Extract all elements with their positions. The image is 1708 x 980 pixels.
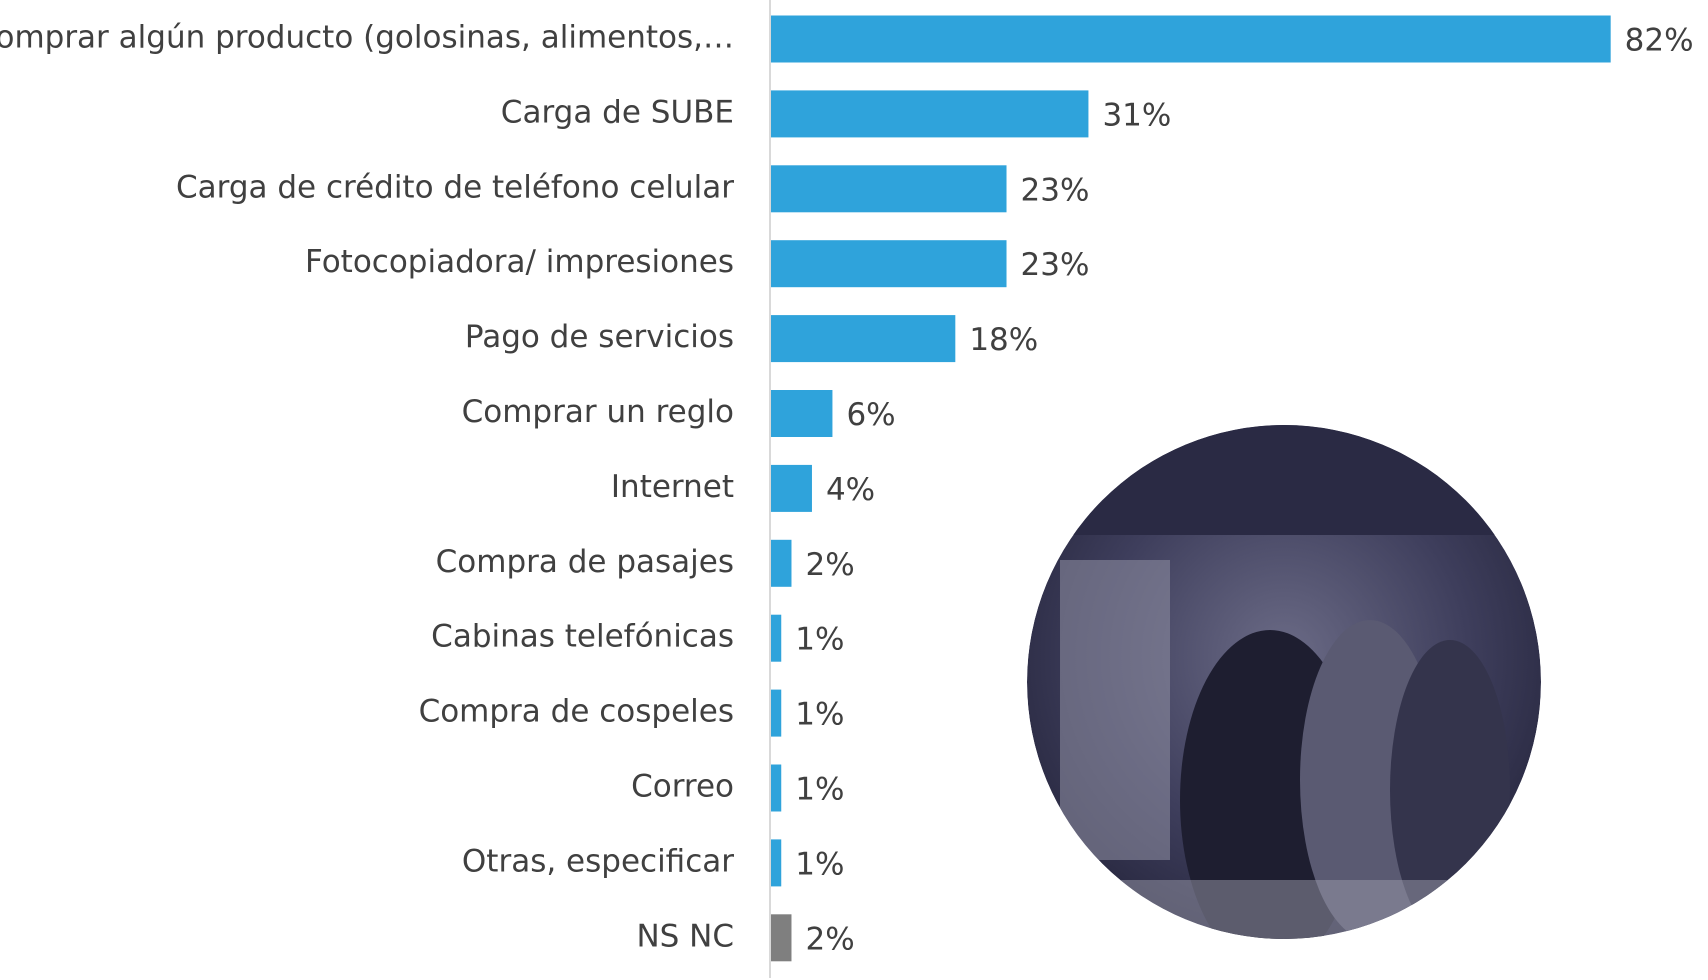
value-label: 1% <box>795 622 844 658</box>
category-label: Comprar un reglo <box>462 394 734 430</box>
category-label: Pago de servicios <box>465 319 734 355</box>
category-label: Fotocopiadora/ impresiones <box>305 244 734 280</box>
value-label: 2% <box>805 547 854 583</box>
bar <box>771 240 1007 287</box>
value-label: 23% <box>1021 247 1090 283</box>
bar <box>771 90 1088 137</box>
bar <box>771 165 1007 212</box>
value-label: 1% <box>795 697 844 733</box>
bar <box>771 465 812 512</box>
value-label: 82% <box>1625 23 1694 59</box>
category-label: Correo <box>631 769 734 805</box>
value-label: 23% <box>1021 172 1090 208</box>
bar <box>771 765 781 812</box>
chart: Comprar algún producto (golosinas, alime… <box>0 0 1708 980</box>
value-label: 31% <box>1102 97 1171 133</box>
value-label: 6% <box>846 397 895 433</box>
category-label: Compra de cospeles <box>419 694 734 730</box>
value-label: 1% <box>795 846 844 882</box>
value-label: 4% <box>826 472 875 508</box>
category-label: Comprar algún producto (golosinas, alime… <box>0 20 734 56</box>
bar <box>771 315 955 362</box>
bar <box>771 839 781 886</box>
bar <box>771 690 781 737</box>
category-label: Carga de SUBE <box>501 94 734 130</box>
value-label: 18% <box>969 322 1038 358</box>
value-label: 1% <box>795 772 844 808</box>
category-label: NS NC <box>636 918 734 954</box>
bar <box>771 615 781 662</box>
bar <box>771 16 1611 63</box>
bar <box>771 914 791 961</box>
category-label: Otras, especificar <box>462 843 734 879</box>
category-label: Cabinas telefónicas <box>431 619 734 655</box>
bar <box>771 390 832 437</box>
category-label: Internet <box>611 469 734 505</box>
category-label: Compra de pasajes <box>436 544 734 580</box>
photo <box>1027 425 1541 970</box>
page: {"chart_data": {"type": "barh", "categor… <box>0 0 1708 980</box>
value-label: 2% <box>805 921 854 957</box>
category-label: Carga de crédito de teléfono celular <box>176 169 734 205</box>
bar <box>771 540 791 587</box>
